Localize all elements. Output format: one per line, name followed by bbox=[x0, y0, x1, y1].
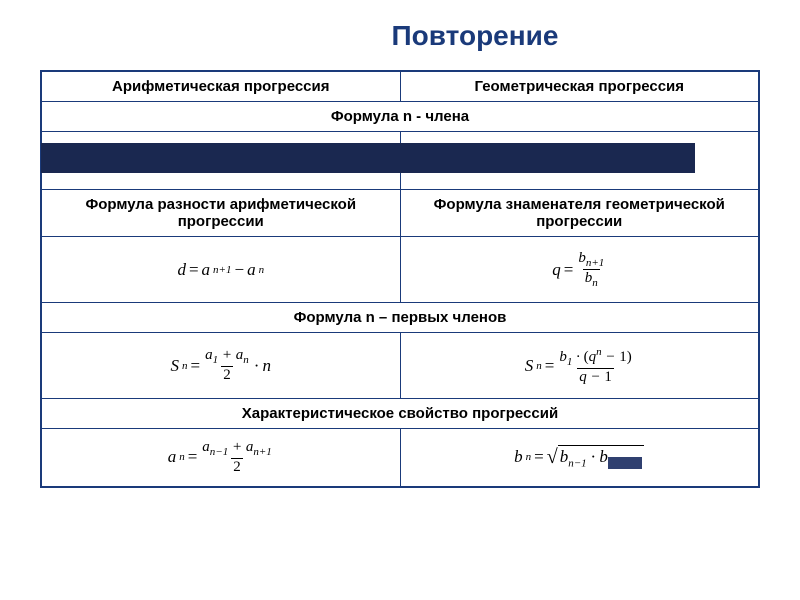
progression-table: Арифметическая прогрессия Геометрическая… bbox=[40, 70, 760, 488]
row-characteristic-header: Характеристическое свойство прогрессий bbox=[41, 399, 759, 429]
formula-arith-sum: Sn = a1 + an 2 · n bbox=[41, 333, 400, 399]
row-nth-term-header: Формула n - члена bbox=[41, 102, 759, 132]
header-geometric: Геометрическая прогрессия bbox=[400, 71, 759, 102]
row-ratio-header: Формула знаменателя геометрической прогр… bbox=[400, 190, 759, 237]
page-title: Повторение bbox=[190, 20, 760, 52]
formula-geom-ratio: q = bn+1 bn bbox=[400, 237, 759, 303]
dark-overlay-strip bbox=[41, 143, 695, 173]
row-sum-header: Формула n – первых членов bbox=[41, 303, 759, 333]
formula-arith-diff: d = an+1 − an bbox=[41, 237, 400, 303]
row-diff-header: Формула разности арифметической прогресс… bbox=[41, 190, 400, 237]
formula-geom-sum: Sn = b1 · (qn − 1) q − 1 bbox=[400, 333, 759, 399]
header-arithmetic: Арифметическая прогрессия bbox=[41, 71, 400, 102]
formula-arith-char: an = an−1 + an+1 2 bbox=[41, 429, 400, 487]
formula-geom-char: bn = √bn−1 · bn+1 bbox=[400, 429, 759, 487]
